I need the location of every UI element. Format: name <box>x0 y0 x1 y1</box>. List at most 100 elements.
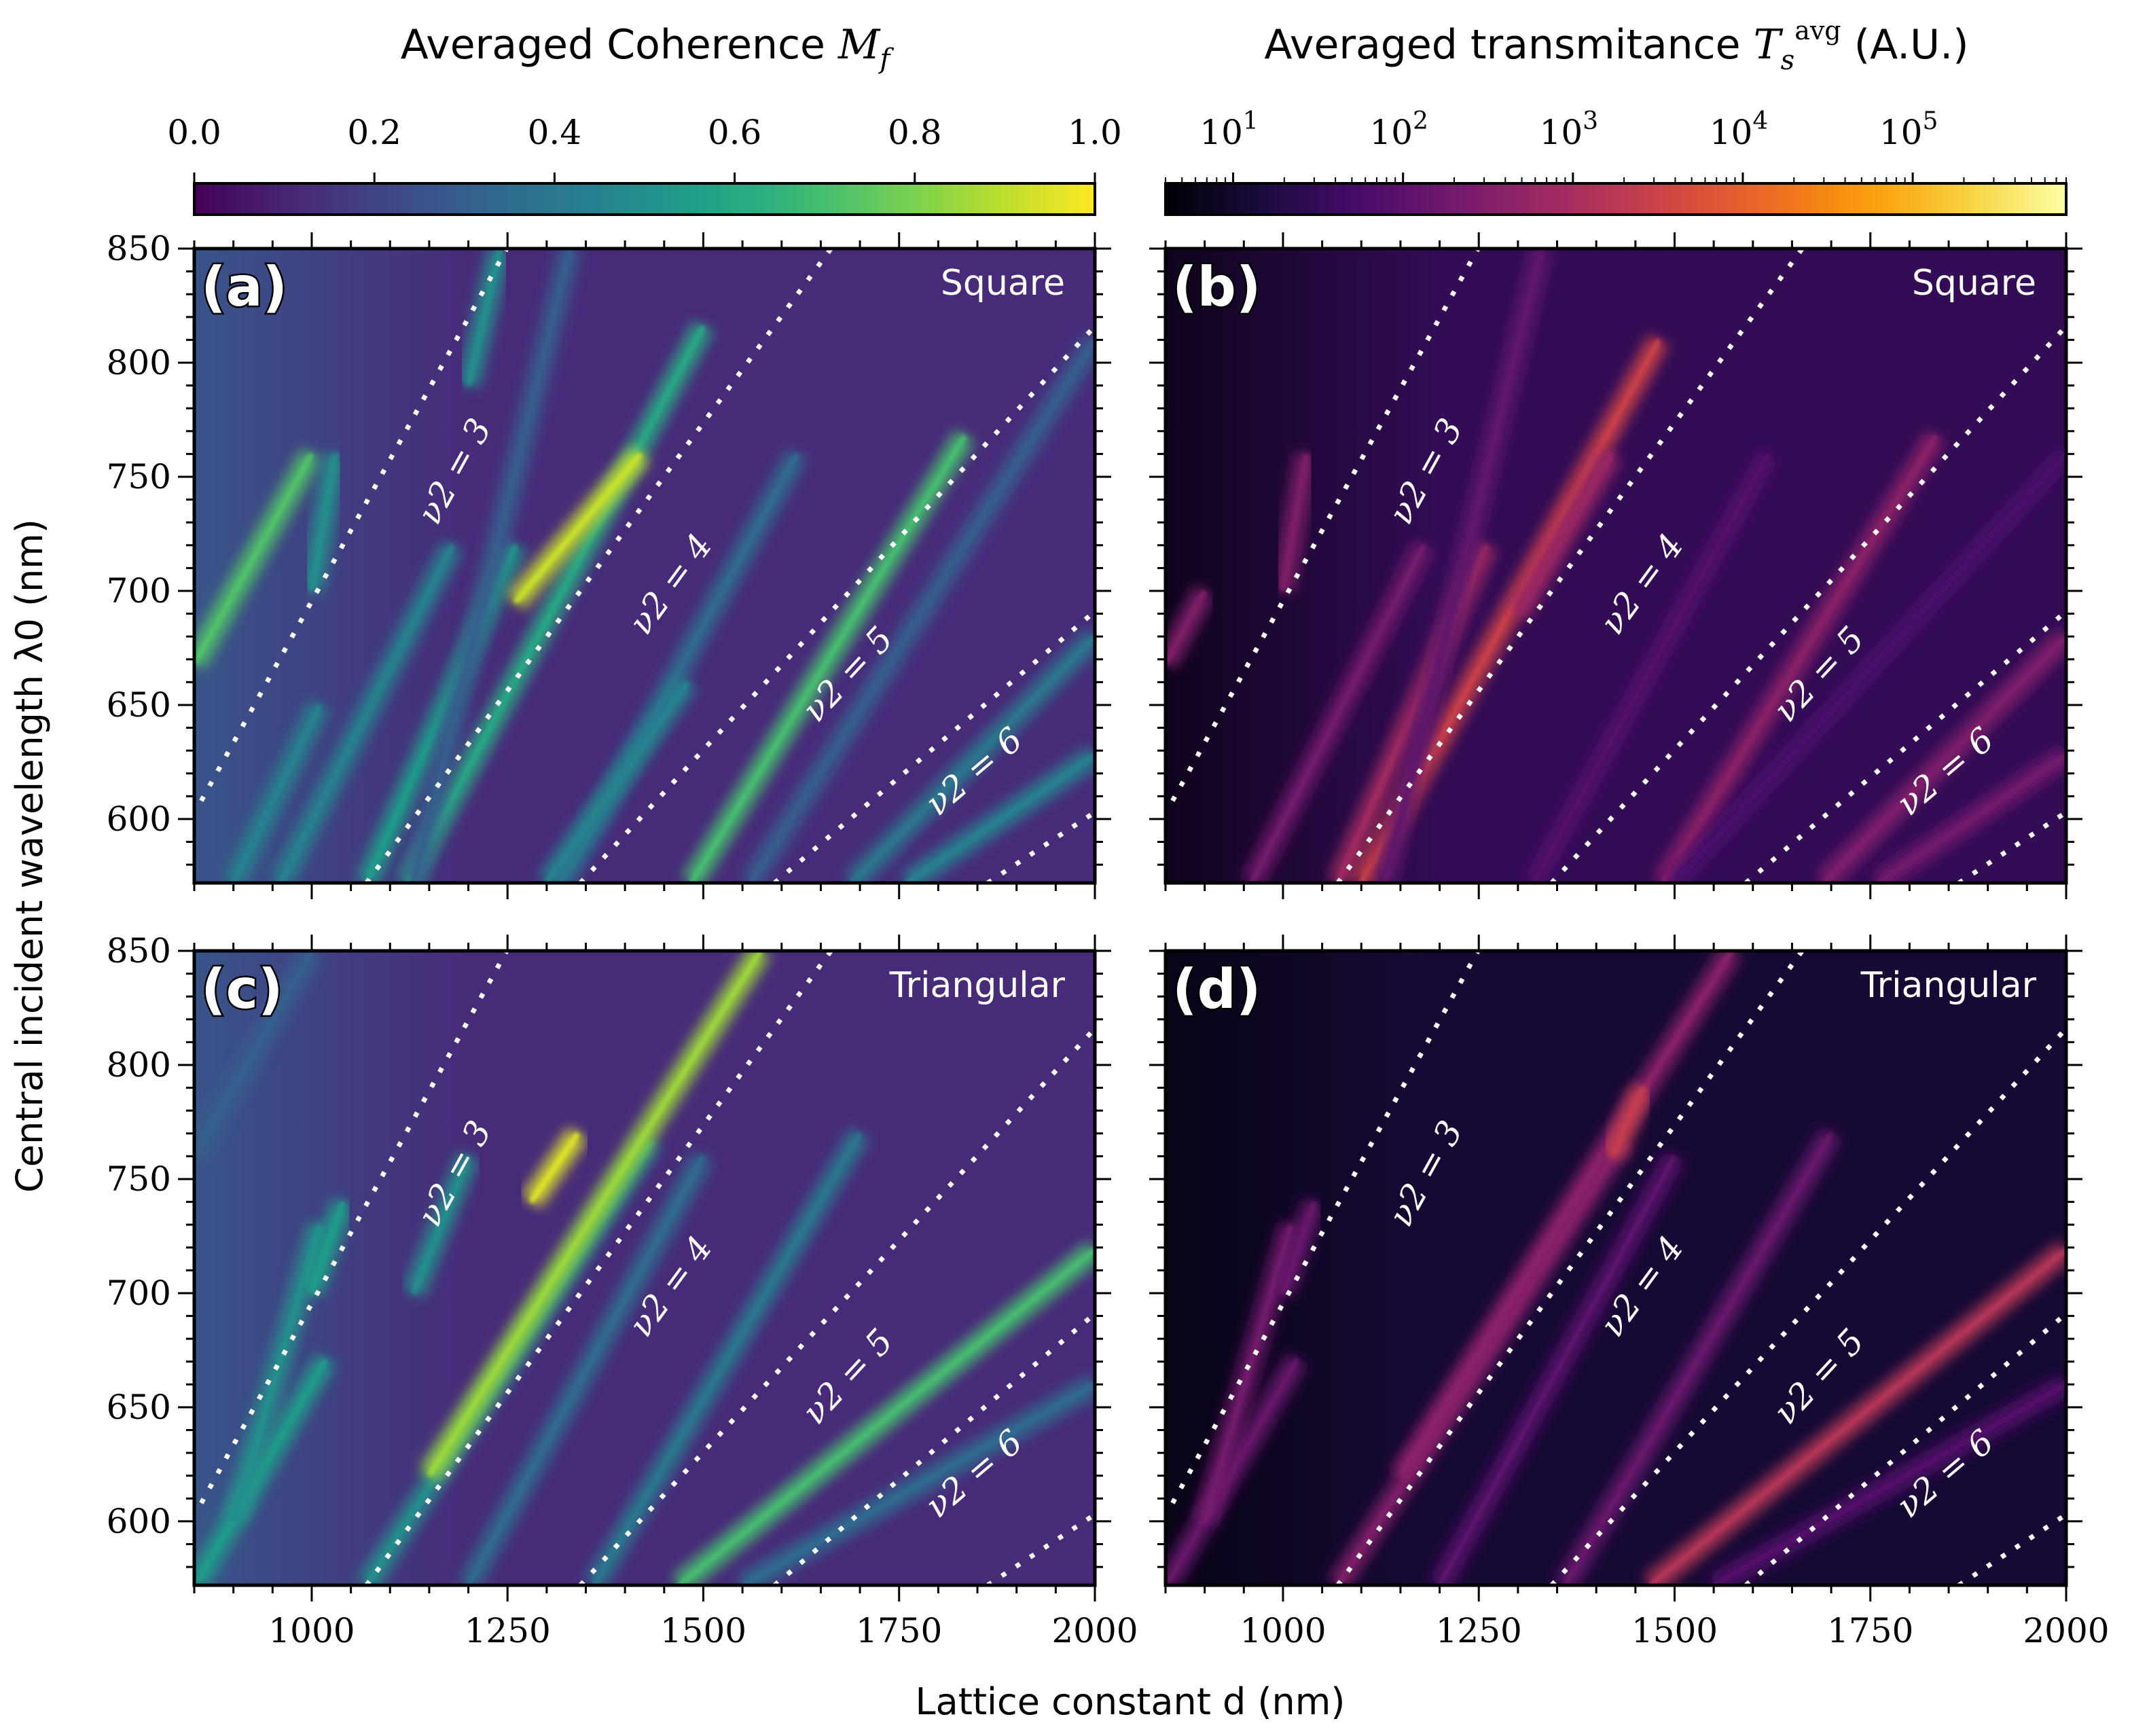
heatmap-streak <box>741 1381 1095 1585</box>
heatmap-streak <box>528 1132 581 1204</box>
lattice-label: Triangular <box>1860 965 2037 1006</box>
diffraction-order-line <box>1957 810 2066 883</box>
panel-c: ν2 = 3ν2 = 4ν2 = 5ν2 = 6(c) Triangular 100… <box>107 931 1138 1650</box>
colorbar-fill <box>1164 182 2068 216</box>
colorbar-tick-label: 0.0 <box>167 113 221 152</box>
tick-exponent: 1 <box>1243 107 1259 135</box>
heatmap-streak <box>194 951 314 1158</box>
heatmap-streak <box>1398 951 1735 1477</box>
lattice-label: Square <box>941 263 1065 304</box>
heatmap-streak <box>1609 1086 1646 1158</box>
heatmap-streak <box>513 452 643 604</box>
y-tick-label: 650 <box>107 685 171 725</box>
heatmap-streak <box>194 1358 329 1585</box>
panel-d: ν2 = 3ν2 = 4ν2 = 5ν2 = 6(d) Triangular 100… <box>1149 935 2110 1650</box>
tick-base: 10 <box>1540 113 1583 152</box>
heatmap-streak <box>1249 543 1427 883</box>
heatmap-streak <box>591 1132 863 1585</box>
heatmap: ν2 = 3ν2 = 4ν2 = 5ν2 = 6 <box>194 951 1095 1585</box>
diffraction-order-line <box>199 951 509 1504</box>
diffraction-order-line <box>578 1026 1095 1585</box>
heatmap-streak <box>1202 1224 1294 1523</box>
panel-a: ν2 = 3ν2 = 4ν2 = 5ν2 = 6(a) Square 600 650 7… <box>107 229 1111 899</box>
diffraction-order-line <box>1335 951 1805 1585</box>
x-tick-label: 1000 <box>1240 1611 1326 1650</box>
colorbar-tick-label: 105 <box>1879 107 1938 152</box>
heatmap-streak <box>309 453 338 592</box>
colorbar-tick-label: 102 <box>1369 107 1428 152</box>
diffraction-order-line <box>773 609 1095 883</box>
diffraction-order-line <box>1170 249 1481 802</box>
heatmap-streak <box>194 452 314 666</box>
heatmap-streak <box>1877 753 2066 883</box>
heatmap-streak <box>1437 1155 1677 1585</box>
colorbar-tick-label: 1.0 <box>1068 113 1122 152</box>
tick-exponent: 3 <box>1583 107 1598 135</box>
panel-frame <box>192 949 1097 1587</box>
heatmap-streak <box>1382 249 1545 883</box>
heatmap-streak <box>278 543 456 883</box>
panel-b: ν2 = 3ν2 = 4ν2 = 5ν2 = 6(b) Square <box>1149 232 2082 899</box>
heatmap-streak <box>230 1224 323 1523</box>
y-tick-label: 800 <box>107 1045 171 1085</box>
heatmap-streak <box>1712 1381 2066 1585</box>
heatmap: ν2 = 3ν2 = 4ν2 = 5ν2 = 6 <box>194 249 1095 883</box>
tick-base: 10 <box>1879 113 1923 152</box>
panel-frame <box>192 247 1097 885</box>
y-tick-label: 850 <box>107 229 171 268</box>
x-tick-label: 2000 <box>1051 1611 1138 1650</box>
heatmap-streak <box>410 249 573 883</box>
heatmap-streak <box>1531 452 1771 883</box>
colorbar-tick-label: 0.2 <box>347 113 401 152</box>
heatmap-streak <box>1821 634 2066 883</box>
diffraction-order-line <box>364 249 833 883</box>
diffraction-order-line <box>773 1312 1095 1585</box>
heatmap-streak <box>1280 453 1310 592</box>
heatmap-streak <box>689 434 968 883</box>
panel-label: (a) <box>201 255 287 319</box>
colorbar-tick-label: 0.8 <box>888 113 942 152</box>
x-tick-label: 1500 <box>660 1611 746 1650</box>
y-tick-label: 850 <box>107 931 171 971</box>
heatmap-streak <box>411 1155 471 1295</box>
heatmap-streak <box>427 951 763 1477</box>
y-tick-label: 600 <box>107 799 171 839</box>
heatmap-streak <box>231 704 323 883</box>
panel-frame <box>1163 247 2068 885</box>
tick-base: 10 <box>1199 113 1243 152</box>
tick-exponent: 2 <box>1413 107 1428 135</box>
heatmap-streak <box>677 1248 1095 1585</box>
heatmap-streak <box>748 338 1095 883</box>
diffraction-order-line <box>1744 1312 2066 1585</box>
diffraction-order-line <box>364 951 833 1585</box>
x-tick-label: 1750 <box>856 1611 942 1650</box>
tick-exponent: 5 <box>1922 107 1938 135</box>
lattice-label: Square <box>1912 263 2036 304</box>
heatmap-streak <box>466 1155 706 1585</box>
colorbar-tick-label: 103 <box>1540 107 1599 152</box>
heatmap: ν2 = 3ν2 = 4ν2 = 5ν2 = 6 <box>1166 249 2066 883</box>
colorbar-viridis: 0.0 0.2 0.4 0.6 0.8 1.0 <box>167 113 1122 216</box>
diffraction-order-line <box>578 324 1095 883</box>
heatmap-streak <box>1672 452 2066 883</box>
heatmap-streak <box>544 681 690 883</box>
heatmap-streak <box>1648 1248 2066 1585</box>
diffraction-order-line <box>1957 1512 2066 1585</box>
panel-frame <box>1163 949 2068 1587</box>
y-tick-label: 650 <box>107 1388 171 1427</box>
heatmap-streak <box>405 325 706 883</box>
x-tick-label: 1000 <box>268 1611 355 1650</box>
diffraction-order-line <box>199 249 509 802</box>
heatmap: ν2 = 3ν2 = 4ν2 = 5ν2 = 6 <box>1166 951 2066 1585</box>
x-tick-label: 2000 <box>2023 1611 2109 1650</box>
lattice-label: Triangular <box>889 965 1066 1006</box>
heatmap-streak <box>905 753 1095 883</box>
y-tick-label: 750 <box>107 1159 171 1199</box>
panel-label: (d) <box>1172 958 1261 1021</box>
y-tick-label: 800 <box>107 343 171 382</box>
colorbar-tick-label: 0.6 <box>708 113 762 152</box>
panel-label: (c) <box>201 958 283 1021</box>
tick-base: 10 <box>1710 113 1753 152</box>
heatmap-streak <box>1562 1132 1834 1585</box>
